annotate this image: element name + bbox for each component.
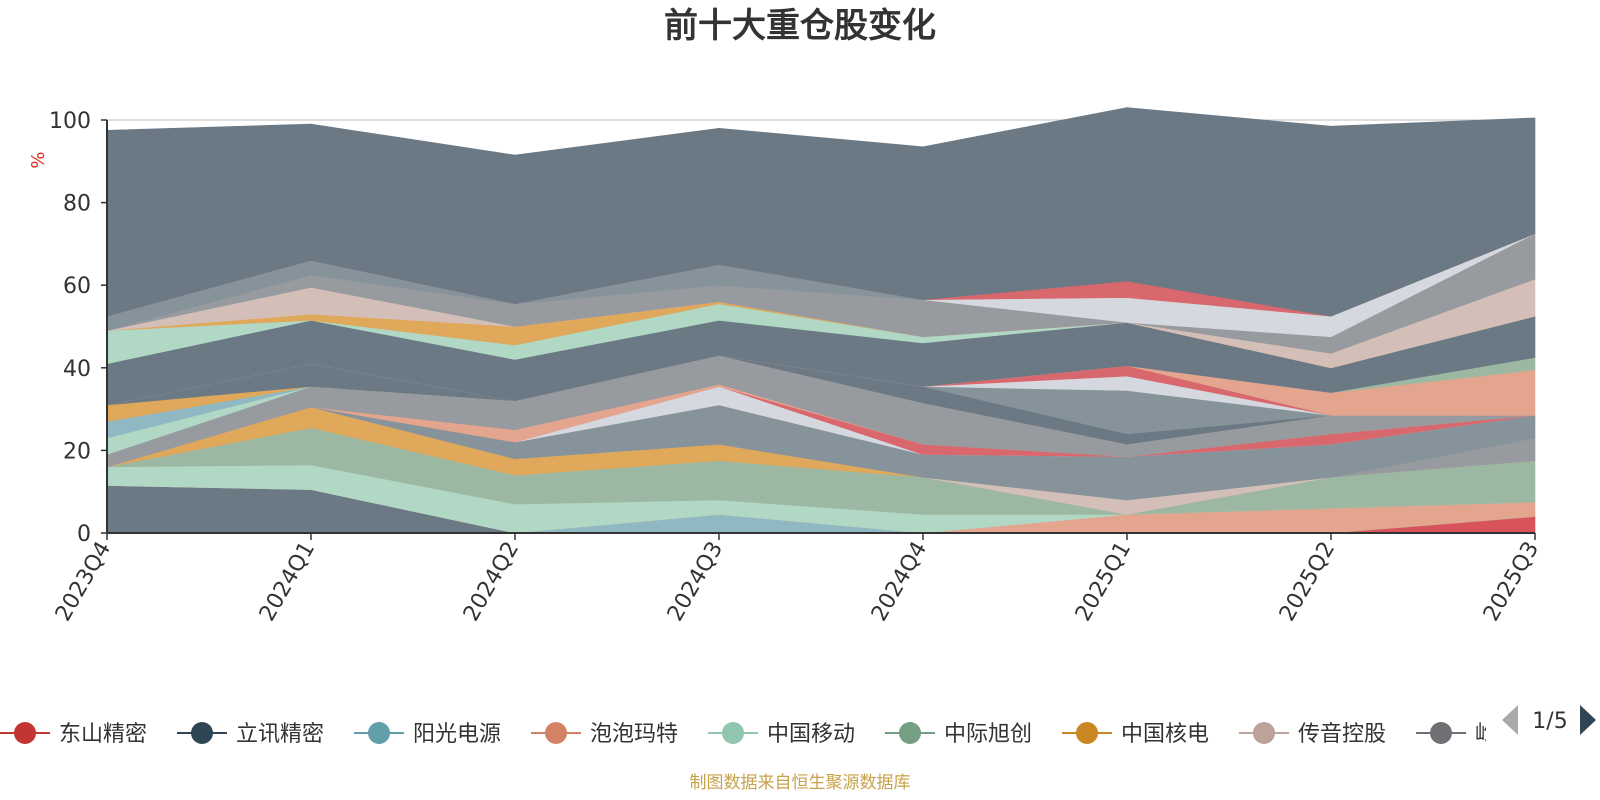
legend-item[interactable]: 中国核电 <box>1062 722 1209 747</box>
legend-item[interactable]: 中国移动 <box>708 722 855 747</box>
legend-marker-icon <box>1076 722 1098 744</box>
legend-marker-icon <box>722 722 744 744</box>
y-tick-label: 0 <box>77 522 91 547</box>
legend-label: 中际旭创 <box>944 722 1032 747</box>
x-tick-label: 2024Q4 <box>867 538 932 626</box>
y-tick-label: 100 <box>49 109 91 134</box>
legend-marker-icon <box>1253 722 1275 744</box>
legend-marker-icon <box>1430 722 1452 744</box>
legend-marker-icon <box>368 722 390 744</box>
legend-page-indicator: 1/5 <box>1532 709 1567 734</box>
legend-pager[interactable]: 1/5 <box>1502 705 1596 735</box>
legend-item[interactable]: 阳光电源 <box>354 722 501 747</box>
legend-item[interactable]: 东山精密 <box>0 722 147 747</box>
legend-label: 传音控股 <box>1298 722 1386 747</box>
y-tick-label: 40 <box>63 357 91 382</box>
x-tick-label: 2025Q3 <box>1479 538 1544 626</box>
legend[interactable]: 东山精密 立讯精密 阳光电源 泡泡玛特 中国移动 中际旭创 中国核电 传音控股 屹 <box>0 722 1497 747</box>
x-tick-label: 2024Q2 <box>459 538 524 626</box>
x-tick-label: 2024Q1 <box>255 538 320 626</box>
stacked-areas <box>106 107 1536 534</box>
legend-label: 屹 <box>1475 722 1497 747</box>
data-source-footer: 制图数据来自恒生聚源数据库 <box>690 773 911 793</box>
legend-marker-icon <box>191 722 213 744</box>
x-tick-label: 2025Q2 <box>1275 538 1340 626</box>
legend-label: 东山精密 <box>59 722 147 747</box>
y-tick-label: 20 <box>63 439 91 464</box>
legend-next-page-icon[interactable] <box>1580 705 1596 735</box>
legend-label: 立讯精密 <box>236 722 324 747</box>
x-tick-label: 2024Q3 <box>663 538 728 626</box>
x-tick-label: 2025Q1 <box>1071 538 1136 626</box>
legend-marker-icon <box>545 722 567 744</box>
legend-label: 中国移动 <box>767 722 855 747</box>
x-tick-label: 2023Q4 <box>51 538 116 626</box>
legend-label: 泡泡玛特 <box>590 722 678 747</box>
legend-label: 中国核电 <box>1121 722 1209 747</box>
series-area <box>106 107 1536 317</box>
legend-item[interactable]: 传音控股 <box>1239 722 1386 747</box>
legend-prev-page-icon[interactable] <box>1502 705 1518 735</box>
legend-item[interactable]: 屹 <box>1416 722 1497 747</box>
chart-title: 前十大重仓股变化 <box>664 6 936 46</box>
y-axis-unit: % <box>28 151 49 168</box>
legend-item[interactable]: 中际旭创 <box>885 722 1032 747</box>
legend-label: 阳光电源 <box>413 722 501 747</box>
legend-item[interactable]: 泡泡玛特 <box>531 722 678 747</box>
legend-marker-icon <box>899 722 921 744</box>
legend-item[interactable]: 立讯精密 <box>177 722 324 747</box>
y-tick-label: 60 <box>63 274 91 299</box>
legend-marker-icon <box>14 722 36 744</box>
y-tick-label: 80 <box>63 192 91 217</box>
